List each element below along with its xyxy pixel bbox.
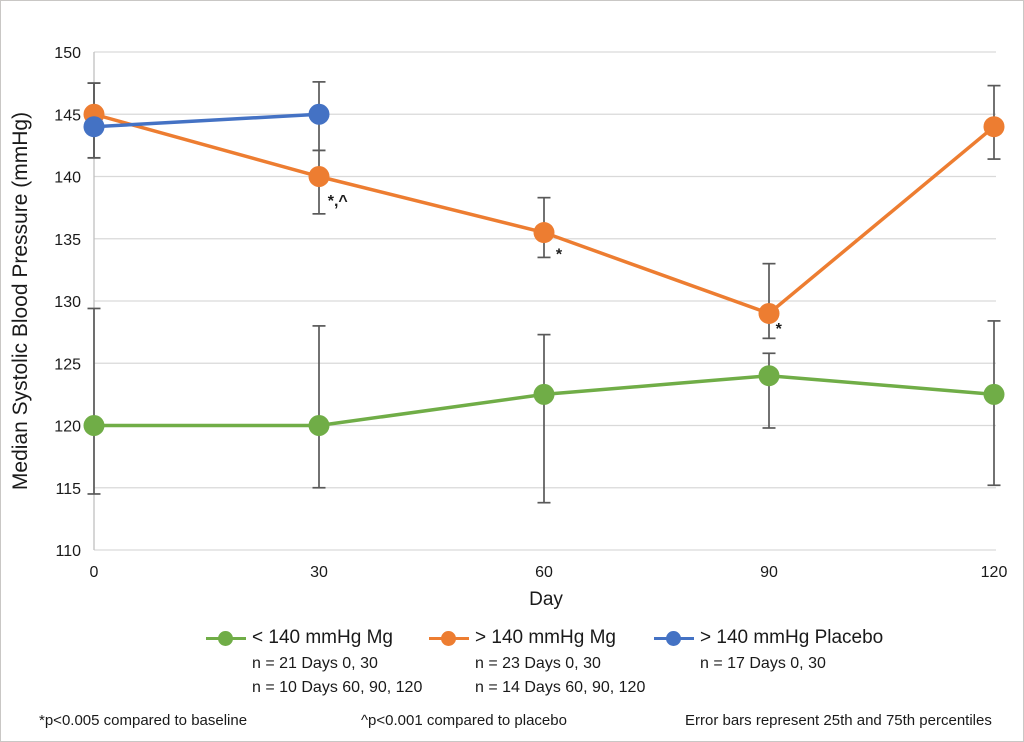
data-point-marker <box>983 116 1005 138</box>
footnote-placebo-significance: ^p<0.001 compared to placebo <box>361 712 567 729</box>
y-tick-label: 135 <box>54 232 81 249</box>
y-tick-label: 130 <box>54 294 81 311</box>
footnote-baseline-significance: *p<0.005 compared to baseline <box>39 712 248 729</box>
data-point-marker <box>83 116 105 138</box>
legend-marker-icon <box>206 629 246 648</box>
legend-head: > 140 mmHg Placebo <box>654 627 883 649</box>
legend-entry-2: > 140 mmHg Mg n = 23 Days 0, 30 n = 14 Day… <box>429 627 645 697</box>
legend-sample-size-note: n = 10 Days 60, 90, 120 <box>252 679 423 696</box>
legend-dot-swatch <box>666 630 681 646</box>
x-axis-title: Day <box>529 589 563 610</box>
x-tick-label: 60 <box>535 564 553 581</box>
data-point-marker <box>533 222 555 244</box>
legend-head: < 140 mmHg Mg <box>206 627 422 649</box>
series-line <box>93 112 320 129</box>
legend-marker-icon <box>429 629 469 648</box>
data-point-marker <box>308 415 330 436</box>
x-tick-label: 0 <box>90 564 99 581</box>
legend-sample-size-note: n = 23 Days 0, 30 <box>475 655 601 672</box>
legend-sample-size-note: n = 21 Days 0, 30 <box>252 655 378 672</box>
legend-sample-size-note: n = 17 Days 0, 30 <box>700 655 826 672</box>
y-tick-label: 115 <box>55 481 81 498</box>
x-tick-label: 30 <box>310 564 328 581</box>
y-tick-label: 145 <box>54 107 81 124</box>
y-tick-label: 125 <box>54 356 81 373</box>
data-point-marker <box>533 383 555 405</box>
data-point-marker <box>308 166 330 187</box>
y-tick-label: 140 <box>54 170 81 187</box>
data-point-marker <box>308 103 330 125</box>
legend-label: > 140 mmHg Placebo <box>700 627 884 648</box>
significance-annotation: * <box>776 321 783 338</box>
legend-dot-swatch <box>218 630 233 646</box>
data-point-marker <box>983 383 1005 405</box>
x-tick-label: 90 <box>760 564 778 581</box>
legend-label: > 140 mmHg Mg <box>475 627 616 648</box>
y-tick-label: 120 <box>54 419 81 436</box>
data-point-marker <box>758 365 780 387</box>
legend-marker-icon <box>654 629 694 648</box>
legend-entry-1: < 140 mmHg Mg n = 21 Days 0, 30 n = 10 Day… <box>206 627 422 697</box>
y-axis-title: Median Systolic Blood Pressure (mmHg) <box>9 112 32 490</box>
significance-annotation: *,^ <box>328 193 348 210</box>
legend-dot-swatch <box>441 630 456 646</box>
legend-label: < 140 mmHg Mg <box>252 627 393 648</box>
series-layer: *,^ * * <box>83 81 1005 504</box>
y-tick-label: 110 <box>55 543 81 560</box>
x-tick-label: 120 <box>981 564 1008 581</box>
legend-head: > 140 mmHg Mg <box>429 627 645 649</box>
legend-entry-3: > 140 mmHg Placebo n = 17 Days 0, 30 <box>654 627 883 673</box>
data-point-marker <box>83 415 105 436</box>
y-tick-label: 150 <box>54 45 81 62</box>
data-point-marker <box>758 302 780 324</box>
grid-layer <box>93 51 996 551</box>
footnote-error-bars: Error bars represent 25th and 75th perce… <box>685 712 992 729</box>
tick-label-layer: 110 115 120 125 130 135 140 145 150 0 30 60 90 120 <box>54 45 1007 581</box>
legend-sample-size-note: n = 14 Days 60, 90, 120 <box>475 679 646 696</box>
significance-annotation: * <box>556 246 563 263</box>
